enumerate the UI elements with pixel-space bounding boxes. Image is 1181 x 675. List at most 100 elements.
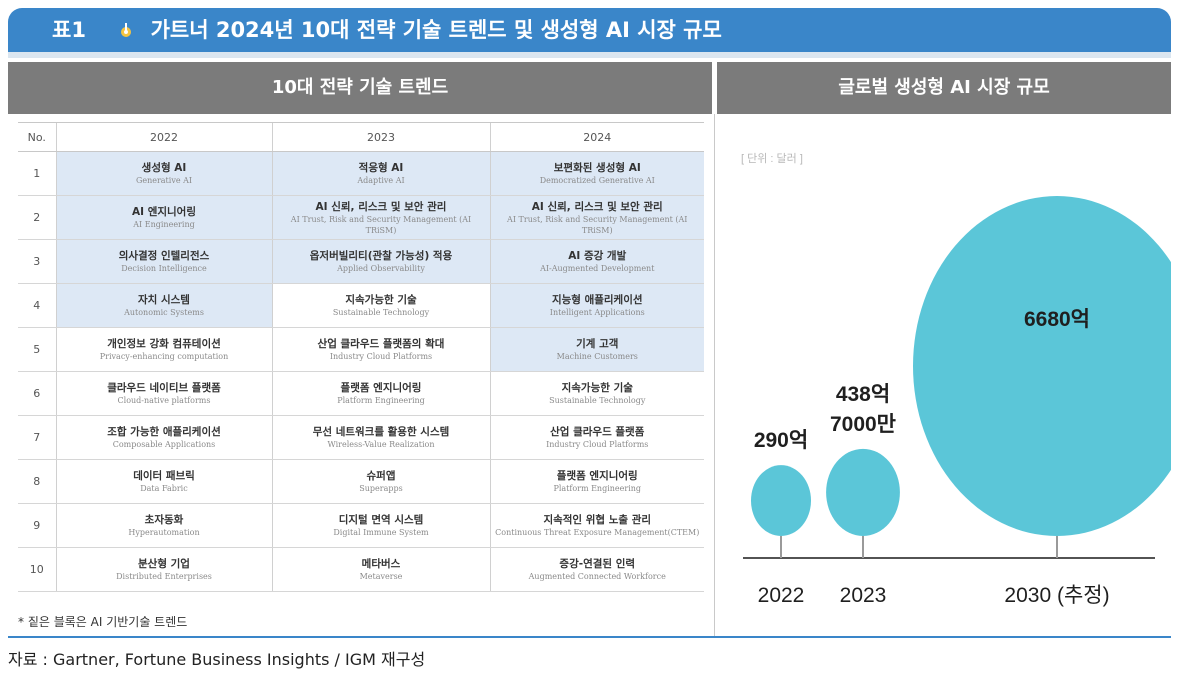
table-row: 7 조합 가능한 애플리케이션 Composable Applications 무선 …	[18, 415, 704, 460]
trend-name-ko: 증강-연결된 인력	[559, 558, 636, 570]
trend-name-en: Industry Cloud Platforms	[329, 352, 433, 361]
table-row: 6 클라우드 네이티브 플랫폼 Cloud-native platforms 플랫폼 …	[18, 371, 704, 416]
trend-name-ko: 지속가능한 기술	[561, 382, 633, 394]
header-2023: 2023	[271, 122, 490, 152]
trend-name-ko: 메타버스	[361, 558, 401, 570]
trend-name-ko: 적응형 AI	[358, 162, 404, 174]
trend-name-ko: 생성형 AI	[141, 162, 187, 174]
table-row: 2 AI 엔지니어링 AI Engineering AI 신뢰, 리스크 및 보안 관…	[18, 195, 704, 240]
unit-label: [ 단위 : 달러 ]	[741, 152, 803, 165]
row-number: 6	[18, 371, 56, 416]
header-2024: 2024	[489, 122, 704, 152]
trend-name-ko: 데이터 패브릭	[133, 470, 195, 482]
trend-name-en: AI-Augmented Development	[540, 264, 655, 273]
trend-name-en: Superapps	[359, 484, 403, 493]
trend-name-ko: 산업 클라우드 플랫폼	[550, 426, 645, 438]
bubble-value-label: 6680억	[1024, 308, 1090, 331]
row-number: 5	[18, 327, 56, 372]
trend-name-en: Wireless-Value Realization	[327, 440, 435, 449]
trend-name-ko: 분산형 기업	[138, 558, 190, 570]
trend-name-en: AI Engineering	[133, 220, 195, 229]
trend-cell: AI 엔지니어링 AI Engineering	[55, 195, 272, 240]
header-no: No.	[18, 122, 56, 152]
row-number: 1	[18, 151, 56, 196]
trend-name-ko: 초자동화	[144, 514, 184, 526]
trend-name-ko: 플랫폼 엔지니어링	[340, 382, 422, 394]
trend-name-ko: 옵저버빌리티(관찰 가능성) 적용	[309, 250, 453, 262]
trend-name-ko: 디지털 면역 시스템	[338, 514, 424, 526]
market-bubble-chart: [ 단위 : 달러 ] 290억 2022 438억 7000만 2023 6680억 20…	[741, 152, 1171, 607]
trend-name-en: Continuous Threat Exposure Management(CT…	[495, 528, 700, 537]
bubble-value-label: 290억	[754, 429, 808, 452]
trend-cell: 메타버스 Metaverse	[271, 547, 490, 592]
trend-name-ko: 조합 가능한 애플리케이션	[107, 426, 221, 438]
trend-name-en: AI Trust, Risk and Security Management (…	[290, 214, 472, 235]
trend-name-ko: 지속가능한 기술	[345, 294, 417, 306]
trend-name-en: Sustainable Technology	[332, 308, 430, 317]
table-row: 4 자치 시스템 Autonomic Systems 지속가능한 기술 Sustaina…	[18, 283, 704, 328]
category-label: 2023	[840, 584, 887, 607]
section-header-market: 글로벌 생성형 AI 시장 규모	[717, 62, 1171, 114]
trend-cell: 클라우드 네이티브 플랫폼 Cloud-native platforms	[55, 371, 272, 416]
trend-name-en: Augmented Connected Workforce	[528, 572, 666, 581]
trend-cell: 적응형 AI Adaptive AI	[271, 151, 490, 196]
trend-name-ko: AI 신뢰, 리스크 및 보안 관리	[531, 200, 663, 213]
trend-name-ko: 클라우드 네이티브 플랫폼	[107, 382, 221, 394]
trend-name-en: Sustainable Technology	[549, 396, 646, 405]
trend-name-en: Digital Immune System	[333, 528, 429, 537]
trend-cell: AI 신뢰, 리스크 및 보안 관리 AI Trust, Risk and Sec…	[271, 195, 490, 240]
trend-name-ko: 자치 시스템	[138, 294, 190, 306]
trend-cell: 플랫폼 엔지니어링 Platform Engineering	[489, 459, 704, 504]
bottom-rule	[8, 636, 1171, 638]
trend-name-en: Hyperautomation	[128, 528, 200, 537]
header-2022: 2022	[55, 122, 272, 152]
pin-icon	[121, 23, 132, 37]
trend-name-en: Applied Observability	[337, 264, 425, 273]
trend-table: No. 2022 2023 2024 1 생성형 AI Generative AI 적…	[18, 122, 704, 592]
source-note: 자료 : Gartner, Fortune Business Insights …	[8, 650, 426, 669]
trend-cell: AI 증강 개발 AI-Augmented Development	[489, 239, 704, 284]
trend-name-en: Distributed Enterprises	[116, 572, 212, 581]
title-underline	[8, 52, 1171, 58]
trend-name-en: Privacy-enhancing computation	[99, 352, 229, 361]
trend-name-ko: 슈퍼앱	[366, 470, 396, 482]
table-header-row: No. 2022 2023 2024	[18, 122, 704, 152]
category-label: 2030 (추정)	[1004, 584, 1109, 607]
trend-name-en: Machine Customers	[556, 352, 638, 361]
trend-cell: 생성형 AI Generative AI	[55, 151, 272, 196]
table-row: 3 의사결정 인텔리전스 Decision Intelligence 옵저버빌리티(관…	[18, 239, 704, 284]
trend-name-en: Data Fabric	[140, 484, 188, 493]
trend-cell: 플랫폼 엔지니어링 Platform Engineering	[271, 371, 490, 416]
title-text: 가트너 2024년 10대 전략 기술 트렌드 및 생성형 AI 시장 규모	[150, 18, 722, 42]
trend-name-en: Generative AI	[135, 176, 193, 185]
bubble-2023	[826, 448, 900, 536]
trend-cell: 산업 클라우드 플랫폼의 확대 Industry Cloud Platforms	[271, 327, 490, 372]
footnote: * 짙은 블록은 AI 기반기술 트렌드	[18, 615, 188, 629]
trend-cell: 지능형 애플리케이션 Intelligent Applications	[489, 283, 704, 328]
trend-name-en: Metaverse	[359, 572, 403, 581]
trend-cell: 증강-연결된 인력 Augmented Connected Workforce	[489, 547, 704, 592]
trend-name-ko: 보편화된 생성형 AI	[553, 162, 641, 174]
table-row: 9 초자동화 Hyperautomation 디지털 면역 시스템 Digital Im…	[18, 503, 704, 548]
bubble-2022	[750, 465, 812, 536]
row-number: 2	[18, 195, 56, 240]
trend-name-ko: AI 신뢰, 리스크 및 보안 관리	[315, 200, 447, 213]
trend-name-en: Cloud-native platforms	[117, 396, 211, 405]
row-number: 9	[18, 503, 56, 548]
section-header-trends: 10대 전략 기술 트렌드	[8, 62, 712, 114]
trend-cell: 산업 클라우드 플랫폼 Industry Cloud Platforms	[489, 415, 704, 460]
trend-name-en: Industry Cloud Platforms	[546, 440, 649, 449]
trend-name-ko: 플랫폼 엔지니어링	[556, 470, 638, 482]
trend-cell: 슈퍼앱 Superapps	[271, 459, 490, 504]
trend-cell: 보편화된 생성형 AI Democratized Generative AI	[489, 151, 704, 196]
trend-name-ko: AI 증강 개발	[568, 250, 627, 262]
trend-name-ko: 의사결정 인텔리전스	[118, 250, 210, 262]
trend-cell: 조합 가능한 애플리케이션 Composable Applications	[55, 415, 272, 460]
trend-cell: 지속가능한 기술 Sustainable Technology	[271, 283, 490, 328]
row-number: 7	[18, 415, 56, 460]
trend-cell: AI 신뢰, 리스크 및 보안 관리 AI Trust, Risk and Sec…	[489, 195, 704, 240]
trend-name-en: Platform Engineering	[337, 396, 425, 405]
category-label: 2022	[758, 584, 805, 607]
trend-cell: 분산형 기업 Distributed Enterprises	[55, 547, 272, 592]
bubble-value-label: 7000만	[830, 413, 896, 436]
